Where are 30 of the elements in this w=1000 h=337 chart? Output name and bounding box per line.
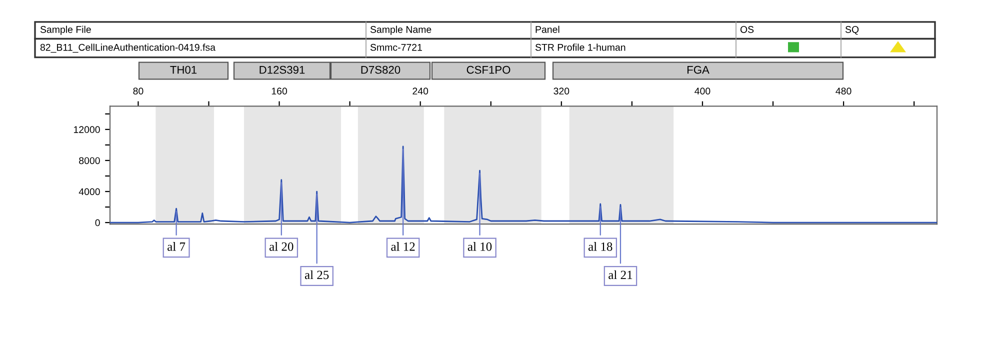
- x-tick-label: 320: [554, 88, 570, 95]
- x-tick-label: 240: [412, 88, 428, 95]
- text: SQ: [845, 26, 859, 35]
- text: FGA: [687, 66, 710, 74]
- annotation: al 25: [304, 270, 329, 280]
- text: STR Profile 1-human: [535, 44, 626, 51]
- x-tick-label: 160: [272, 88, 288, 95]
- text: Smmc-7721: [370, 44, 422, 51]
- y-tick-label: 8000: [79, 157, 100, 164]
- annotation: al 18: [588, 242, 612, 251]
- annotation: al 10: [468, 242, 492, 251]
- y-tick-label: 4000: [78, 188, 100, 196]
- annotation: al 12: [391, 242, 415, 251]
- annotation: al 21: [608, 270, 632, 280]
- text: CSF1PO: [466, 66, 510, 74]
- y-tick-label: 12000: [74, 126, 100, 134]
- text: Panel: [536, 26, 560, 33]
- text: D12S391: [260, 66, 305, 74]
- text: TH01: [170, 66, 197, 74]
- annotation: al 7: [168, 242, 186, 251]
- x-tick-label: 80: [133, 88, 144, 95]
- x-tick-label: 480: [836, 88, 852, 95]
- text: Sample Name: [370, 26, 432, 35]
- text: 82_B11_CellLineAuthentication-0419.fsa: [40, 44, 216, 53]
- annotation: al 20: [270, 242, 294, 251]
- x-tick-label: 400: [694, 88, 710, 95]
- text: Sample File: [40, 26, 91, 35]
- y-tick-label: 0: [95, 219, 100, 226]
- text: D7S820: [361, 66, 400, 74]
- text: OS: [740, 26, 754, 33]
